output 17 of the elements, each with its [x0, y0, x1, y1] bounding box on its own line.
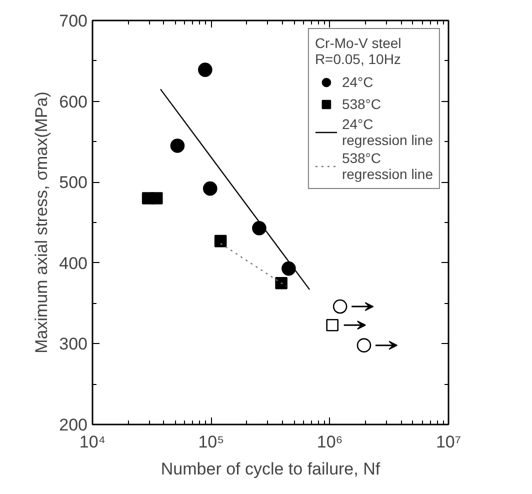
y-tick-label: 300 — [59, 334, 88, 354]
legend-title: Cr-Mo-V steel R=0.05, 10Hz — [314, 35, 402, 67]
y-tick-label: 200 — [59, 416, 88, 434]
x-axis-title: Number of cycle to failure, Nf — [160, 460, 380, 478]
x-tick-label: 10⁵ — [198, 432, 224, 452]
x-tick-label: 10⁷ — [436, 432, 462, 452]
legend-label: 538°C regression line — [342, 150, 433, 182]
y-tick-label: 400 — [59, 254, 88, 273]
legend-label: 24°C — [342, 74, 374, 90]
y-axis-title: Maximum axial stress, σmax(MPa) — [32, 92, 52, 354]
legend-label: 538°C — [342, 96, 382, 112]
x-tick-label: 10⁶ — [316, 432, 343, 452]
y-tick-label: 600 — [59, 92, 88, 112]
y-tick-label: 500 — [59, 173, 88, 192]
legend-label: 24°C regression line — [342, 116, 433, 148]
y-tick-label: 700 — [59, 12, 88, 30]
x-tick-label: 10⁴ — [79, 432, 106, 452]
